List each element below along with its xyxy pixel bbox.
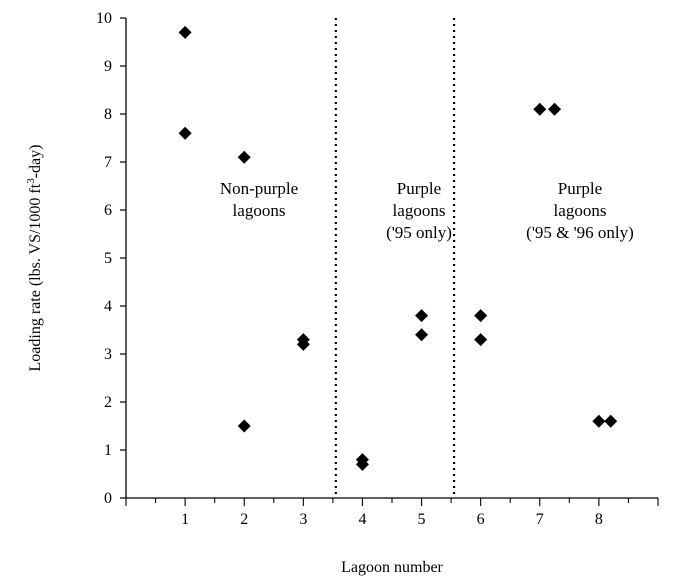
y-tick-label: 5 [104, 250, 112, 267]
region-annotation: Non-purple lagoons [220, 179, 298, 220]
data-point [548, 102, 562, 116]
y-tick-label: 2 [104, 394, 112, 411]
x-tick-label: 4 [358, 511, 366, 528]
y-axis-title: Loading rate (lbs. VS/1000 ft3-day) [25, 145, 44, 372]
region-annotations: Non-purple lagoons Purple lagoons ('95 only)… [220, 179, 634, 242]
y-tick-label: 4 [104, 298, 112, 315]
region-annotation-line: ('95 & '96 only) [526, 223, 634, 242]
y-tick-label: 6 [104, 202, 112, 219]
data-point [415, 309, 429, 323]
x-tick-label: 8 [595, 511, 603, 528]
axes [120, 17, 659, 506]
y-tick-label: 3 [104, 346, 112, 363]
x-tick-label: 6 [477, 511, 485, 528]
x-tick-label: 5 [418, 511, 426, 528]
region-annotation-line: lagoons [554, 201, 607, 220]
data-point [237, 419, 251, 433]
region-annotation-line: Purple [397, 179, 441, 198]
x-axis-title: Lagoon number [341, 559, 443, 576]
x-tick-label: 3 [299, 511, 307, 528]
y-tick-labels: 0 1 2 3 4 5 6 7 8 9 10 [96, 10, 112, 507]
data-point [474, 333, 488, 347]
x-tick-label: 7 [536, 511, 544, 528]
data-point [355, 457, 369, 471]
y-tick-label: 10 [96, 10, 112, 27]
x-tick-label: 1 [181, 511, 189, 528]
data-point [178, 25, 192, 39]
y-axis-title-superscript: 3 [25, 178, 37, 184]
x-tick-label: 2 [240, 511, 248, 528]
data-point [533, 102, 547, 116]
data-point [237, 150, 251, 164]
y-tick-label: 7 [104, 154, 112, 171]
region-annotation-line: lagoons [393, 201, 446, 220]
y-tick-label: 0 [104, 490, 112, 507]
region-annotation: Purple lagoons ('95 & '96 only) [526, 179, 634, 242]
y-tick-label: 1 [104, 442, 112, 459]
region-annotation-line: Non-purple [220, 179, 298, 198]
region-annotation: Purple lagoons ('95 only) [386, 179, 452, 242]
data-point [178, 126, 192, 140]
y-axis-title-main: Loading rate (lbs. VS/1000 ft [27, 183, 44, 371]
data-point [415, 328, 429, 342]
y-tick-label: 8 [104, 106, 112, 123]
y-axis-title-tail: -day) [27, 145, 44, 179]
data-points [178, 25, 618, 471]
data-point [296, 337, 310, 351]
region-annotation-line: ('95 only) [386, 223, 452, 242]
y-tick-label: 9 [104, 58, 112, 75]
region-annotation-line: Purple [558, 179, 602, 198]
region-dividers [334, 18, 456, 498]
data-point [474, 309, 488, 323]
data-point [592, 414, 606, 428]
region-annotation-line: lagoons [233, 201, 286, 220]
x-tick-labels: 1 2 3 4 5 6 7 8 [181, 511, 603, 528]
data-point [604, 414, 618, 428]
